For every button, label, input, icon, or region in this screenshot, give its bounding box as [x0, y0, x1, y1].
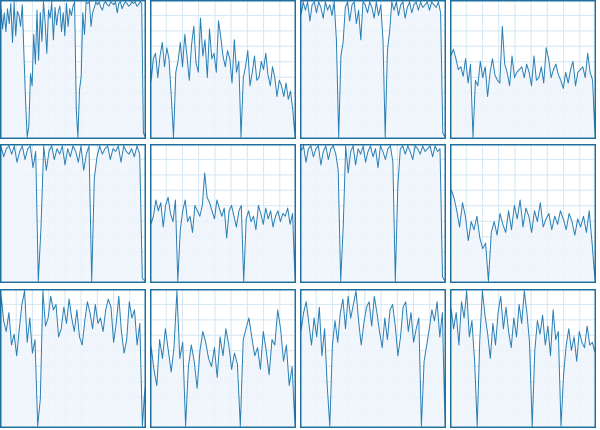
series-area	[151, 291, 295, 426]
plot-frame	[150, 144, 296, 283]
series-line	[450, 189, 596, 282]
chart-svg-4	[450, 0, 596, 139]
plot-frame	[450, 289, 596, 428]
series-area	[151, 18, 295, 138]
series-line	[0, 290, 146, 427]
chart-panel-6	[150, 144, 296, 283]
chart-panel-2	[150, 0, 296, 139]
series-area	[151, 173, 295, 281]
series-line	[150, 172, 296, 282]
series-area	[451, 189, 595, 281]
plot-frame	[0, 289, 146, 428]
chart-svg-8	[450, 144, 596, 283]
plot-frame	[150, 289, 296, 428]
series-area	[1, 2, 145, 137]
series-line	[150, 17, 296, 138]
series-line	[0, 1, 146, 138]
chart-panel-5	[0, 144, 146, 283]
plot-frame	[150, 0, 296, 139]
chart-svg-1	[0, 0, 146, 139]
series-line	[300, 145, 446, 282]
series-line	[150, 290, 296, 427]
series-area	[1, 146, 145, 281]
plot-frame	[0, 0, 146, 139]
series-area	[451, 291, 595, 426]
chart-svg-12	[450, 289, 596, 428]
series-line	[0, 145, 146, 282]
chart-svg-10	[150, 289, 296, 428]
series-line	[300, 290, 446, 427]
chart-panel-11	[300, 289, 446, 428]
plot-frame	[450, 144, 596, 283]
plot-frame	[300, 289, 446, 428]
series-line	[300, 1, 446, 138]
chart-svg-9	[0, 289, 146, 428]
plot-frame	[300, 144, 446, 283]
chart-panel-8	[450, 144, 596, 283]
series-area	[451, 26, 595, 137]
chart-svg-11	[300, 289, 446, 428]
plot-frame	[0, 144, 146, 283]
chart-svg-2	[150, 0, 296, 139]
plot-frame	[300, 0, 446, 139]
chart-svg-3	[300, 0, 446, 139]
plot-frame	[450, 0, 596, 139]
chart-panel-3	[300, 0, 446, 139]
series-area	[1, 291, 145, 426]
chart-panel-10	[150, 289, 296, 428]
series-area	[301, 2, 445, 137]
chart-panel-7	[300, 144, 446, 283]
series-area	[301, 146, 445, 281]
chart-panel-1	[0, 0, 146, 139]
series-area	[301, 291, 445, 426]
chart-svg-6	[150, 144, 296, 283]
chart-panel-9	[0, 289, 146, 428]
chart-panel-12	[450, 289, 596, 428]
chart-svg-7	[300, 144, 446, 283]
series-line	[450, 25, 596, 138]
chart-svg-5	[0, 144, 146, 283]
series-line	[450, 290, 596, 427]
chart-panel-4	[450, 0, 596, 139]
